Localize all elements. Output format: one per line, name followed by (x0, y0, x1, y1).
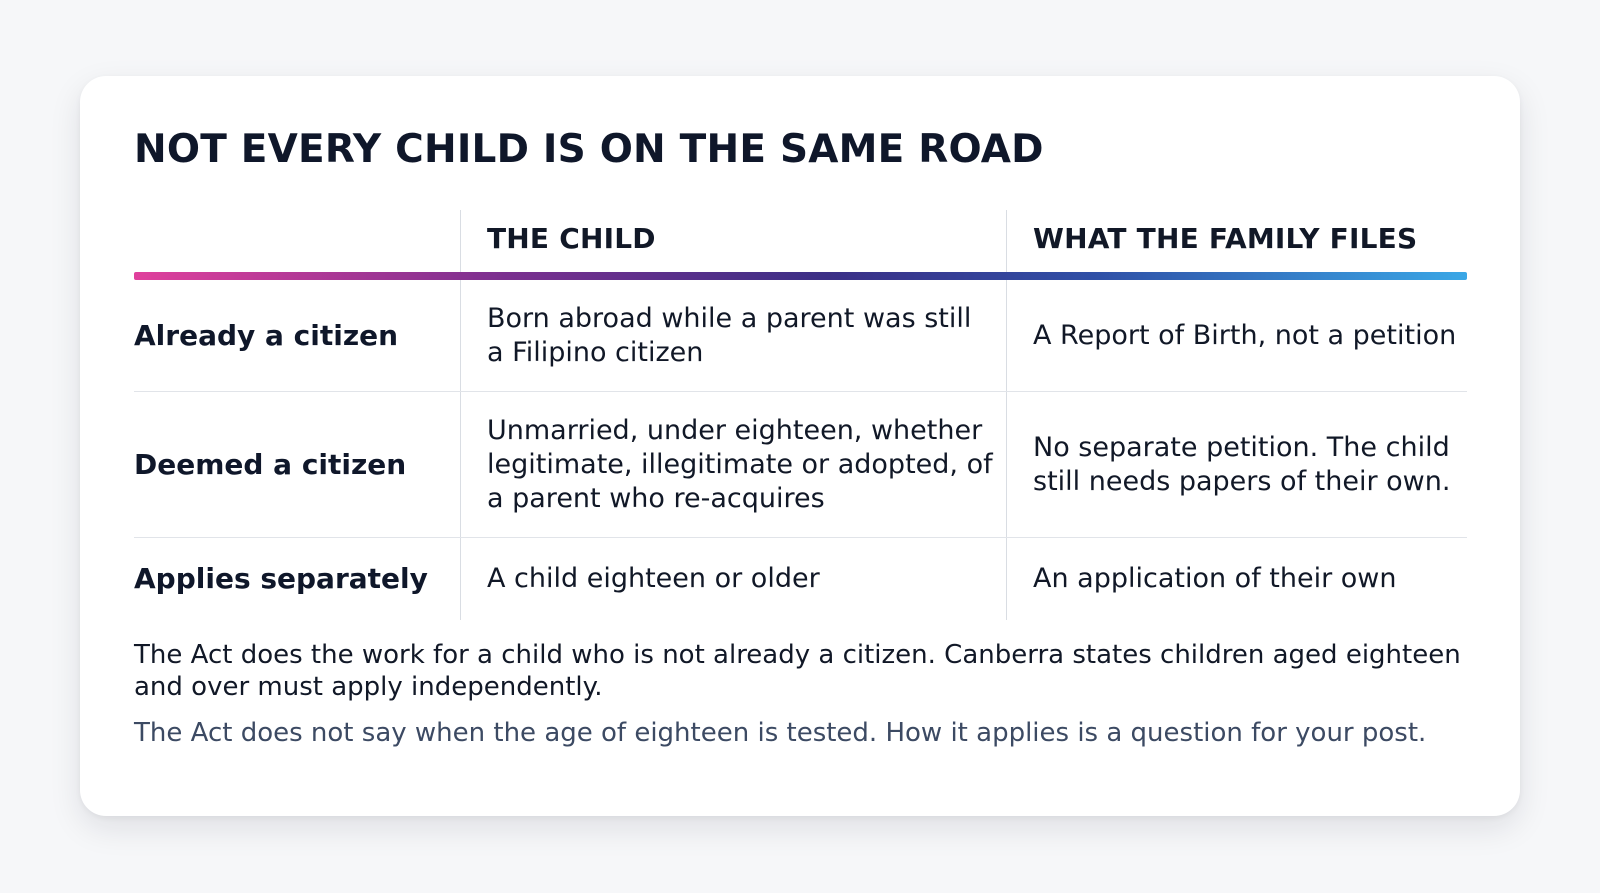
child-cell: A child eighteen or older (460, 538, 1006, 620)
child-cell: Born abroad while a parent was still a F… (460, 280, 1006, 391)
header-what-the-family-files: WHAT THE FAMILY FILES (1006, 210, 1467, 272)
child-cell: Unmarried, under eighteen, whether legit… (460, 392, 1006, 537)
row-label-deemed-citizen: Deemed a citizen (134, 447, 407, 481)
files-cell: A Report of Birth, not a petition (1006, 280, 1467, 391)
row-label-applies-separately: Applies separately (134, 562, 428, 595)
primary-note: The Act does the work for a child who is… (134, 640, 1461, 702)
table-row: Already a citizen Born abroad while a pa… (134, 280, 1467, 392)
header-the-child: THE CHILD (460, 210, 1006, 272)
files-cell: An application of their own (1006, 538, 1467, 620)
row-label-already-citizen: Already a citizen (134, 318, 399, 352)
info-card: NOT EVERY CHILD IS ON THE SAME ROAD THE … (80, 76, 1520, 816)
header-empty-cell (134, 210, 460, 272)
page-title: NOT EVERY CHILD IS ON THE SAME ROAD (134, 127, 1044, 172)
header-gradient-divider (134, 272, 1467, 280)
table-header-row: THE CHILD WHAT THE FAMILY FILES (134, 210, 1467, 272)
footnotes: The Act does the work for a child who is… (134, 639, 1474, 749)
files-cell: No separate petition. The child still ne… (1006, 392, 1467, 537)
comparison-table: THE CHILD WHAT THE FAMILY FILES Already … (134, 210, 1467, 620)
table-row: Applies separately A child eighteen or o… (134, 538, 1467, 620)
secondary-note: The Act does not say when the age of eig… (134, 718, 1427, 748)
table-row: Deemed a citizen Unmarried, under eighte… (134, 392, 1467, 538)
